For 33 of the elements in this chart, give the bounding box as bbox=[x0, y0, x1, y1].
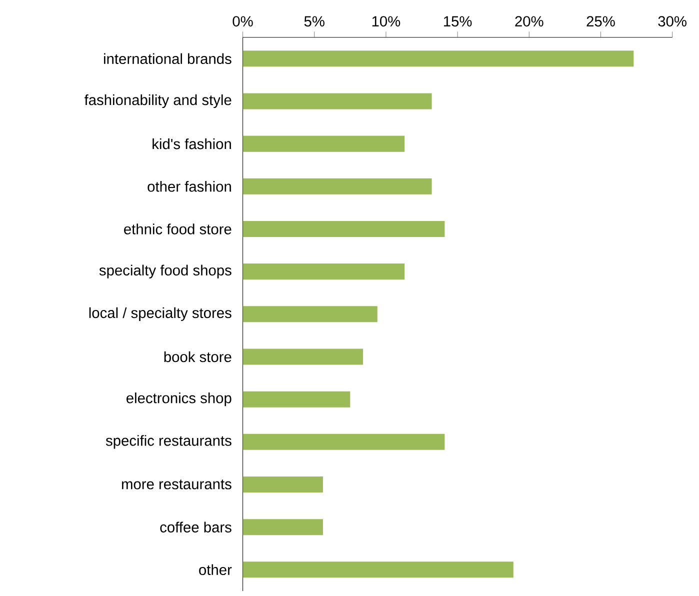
bar bbox=[242, 93, 432, 110]
bar bbox=[242, 518, 323, 535]
bar bbox=[242, 476, 323, 492]
bar bbox=[242, 220, 445, 237]
bar bbox=[242, 434, 445, 450]
x-tick-label: 30% bbox=[658, 16, 686, 26]
bar bbox=[242, 263, 405, 280]
y-tick-label: specialty food shops bbox=[99, 264, 232, 278]
y-tick-label: fashionability and style bbox=[84, 94, 232, 108]
bar bbox=[242, 306, 378, 322]
bar bbox=[242, 348, 364, 365]
x-tick-label: 5% bbox=[304, 16, 324, 26]
y-tick-label: international brands bbox=[104, 53, 232, 64]
y-tick-label: specific restaurants bbox=[106, 434, 232, 449]
bar bbox=[242, 562, 514, 578]
y-tick-label: kid's fashion bbox=[152, 138, 231, 150]
y-tick-label: more restaurants bbox=[122, 480, 232, 490]
x-tick-label: 20% bbox=[515, 16, 544, 26]
bar bbox=[242, 50, 634, 67]
y-tick-label: electronics shop bbox=[126, 392, 232, 406]
y-tick-label: local / specialty stores bbox=[89, 307, 232, 321]
y-tick-label: other bbox=[199, 564, 232, 575]
x-tick-label: 15% bbox=[444, 16, 472, 26]
bar bbox=[242, 136, 405, 152]
x-tick-label: 25% bbox=[586, 16, 615, 26]
x-tick-label: 0% bbox=[232, 16, 253, 26]
y-tick-label: ethnic food store bbox=[124, 223, 232, 234]
bar bbox=[242, 178, 432, 194]
bar bbox=[242, 391, 350, 408]
y-tick-label: other fashion bbox=[148, 180, 231, 192]
x-tick-label: 10% bbox=[372, 16, 400, 26]
y-tick-label: coffee bars bbox=[160, 522, 232, 532]
y-tick-label: book store bbox=[164, 351, 232, 362]
